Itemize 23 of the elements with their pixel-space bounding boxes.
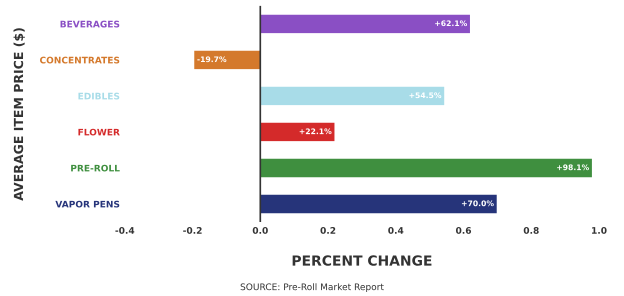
x-tick-label: 0.6 (456, 227, 472, 234)
x-tick-label: 0.2 (320, 227, 336, 234)
x-tick-label: 0.8 (524, 227, 539, 234)
y-tick-label: FLOWER (78, 128, 120, 136)
y-tick-label: EDIBLES (78, 92, 120, 100)
x-tick-label: -0.2 (183, 227, 202, 234)
bar (192, 49, 261, 71)
source-note: SOURCE: Pre-Roll Market Report (240, 283, 384, 292)
bar (260, 193, 498, 215)
y-tick-label: BEVERAGES (60, 20, 120, 28)
x-axis-title: PERCENT CHANGE (292, 255, 432, 266)
y-tick-label: PRE-ROLL (71, 164, 120, 172)
bar (260, 85, 446, 107)
y-tick-label: VAPOR PENS (55, 200, 120, 208)
x-tick-label: 0.4 (388, 227, 404, 234)
x-tick-label: 0.0 (252, 227, 268, 234)
x-tick-label: -0.4 (115, 227, 134, 234)
x-tick-label: 1.0 (592, 227, 607, 234)
y-tick-label: CONCENTRATES (40, 56, 120, 64)
y-axis-title: AVERAGE ITEM PRICE ($) (14, 28, 25, 201)
bar (260, 13, 472, 35)
bar (260, 121, 336, 143)
bar (260, 157, 594, 179)
